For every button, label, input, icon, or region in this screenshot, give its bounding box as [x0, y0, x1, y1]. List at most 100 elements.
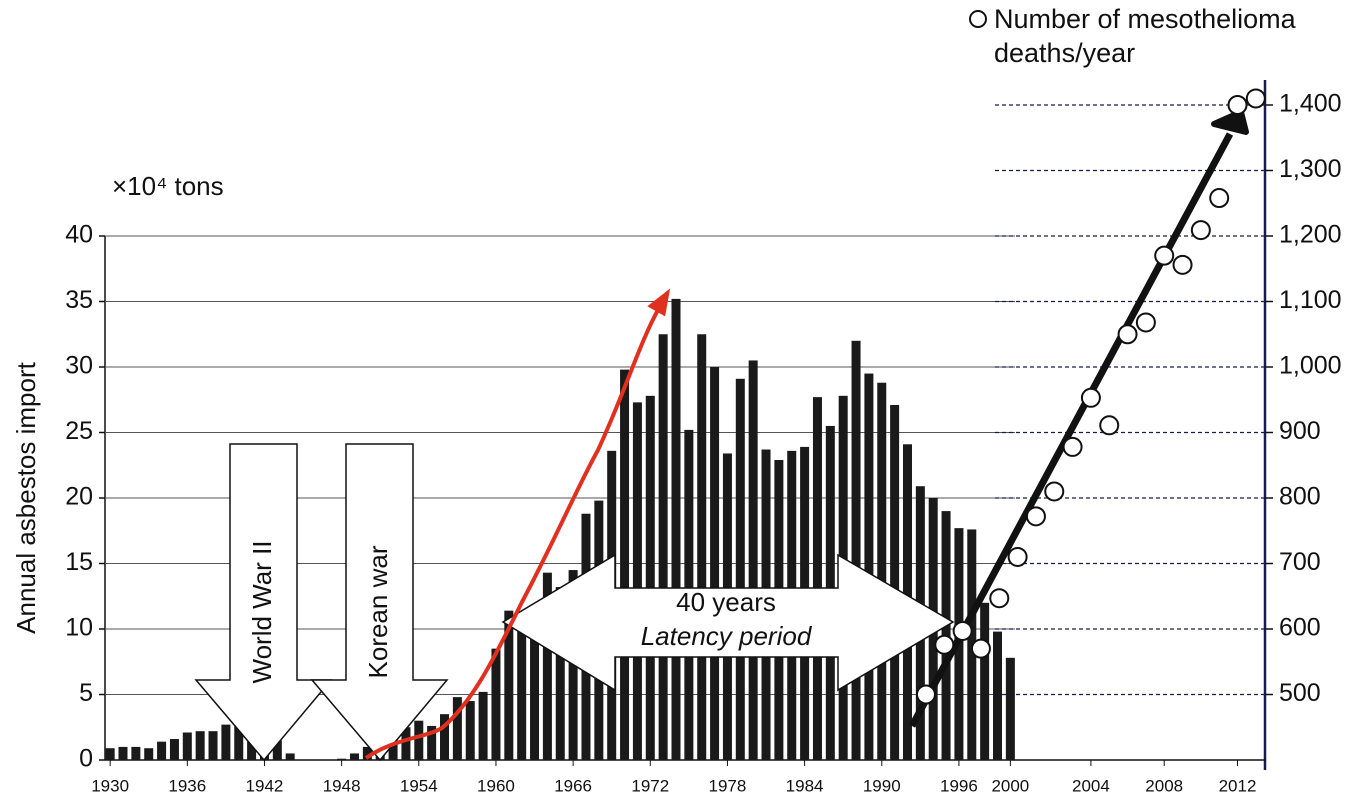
bar	[157, 741, 167, 760]
bar	[980, 602, 990, 760]
scatter-point	[1025, 506, 1046, 527]
y-tick-label: 40	[65, 221, 93, 249]
y2-tick-label: 700	[1279, 548, 1321, 576]
y2-tick-label: 600	[1279, 614, 1321, 642]
scatter-point	[1117, 324, 1138, 345]
bar	[272, 740, 282, 760]
y-tick-label: 35	[65, 286, 93, 314]
y-tick-label: 15	[65, 548, 93, 576]
y-tick-label: 25	[65, 417, 93, 445]
scatter-point	[989, 588, 1010, 609]
bar	[491, 648, 501, 760]
x-tick-label: 1996	[940, 776, 978, 795]
bar	[735, 378, 745, 760]
bar	[877, 382, 887, 760]
annotation: World War II	[247, 540, 277, 683]
bar	[349, 753, 359, 760]
scatter-point	[1099, 415, 1120, 436]
scatter-point	[1044, 481, 1065, 502]
bar	[208, 731, 218, 760]
y2-tick-label: 1,200	[1279, 221, 1342, 249]
annotation: 40 years	[676, 587, 776, 617]
bar	[427, 725, 437, 760]
x-tick-label: 1972	[631, 776, 669, 795]
bar	[337, 758, 347, 760]
bar	[542, 572, 552, 760]
black-arrow-head	[1211, 109, 1249, 135]
bar	[864, 373, 874, 760]
bar	[118, 746, 128, 760]
bar	[465, 701, 475, 760]
bar	[530, 605, 540, 760]
y-tick-label: 0	[79, 745, 93, 773]
korean-arrow	[310, 443, 449, 762]
scatter-point	[970, 638, 991, 659]
latency-arrow	[501, 553, 955, 692]
y-tick-label: 30	[65, 352, 93, 380]
scatter-point	[1245, 88, 1266, 109]
x-tick-label: 1978	[709, 776, 747, 795]
scatter-point	[1227, 95, 1248, 115]
bar	[182, 732, 192, 760]
x-tick-label: 1960	[477, 776, 515, 795]
x-tick-label: 1990	[863, 776, 901, 795]
bar	[414, 720, 424, 760]
bar	[452, 697, 462, 760]
scatter-point	[952, 620, 973, 641]
annotation: Korean war	[363, 545, 393, 678]
annotation-shapes	[194, 109, 1249, 762]
x-tick-label: 2000	[991, 776, 1029, 795]
bar	[555, 587, 565, 760]
y-tick-label: 20	[65, 483, 93, 511]
bar	[890, 404, 900, 760]
points	[915, 88, 1266, 705]
bar	[234, 706, 244, 760]
bar	[362, 746, 372, 760]
bar	[697, 334, 707, 760]
y2-tick-label: 1,300	[1279, 155, 1342, 183]
legend-marker	[969, 10, 987, 28]
scatter-point	[1209, 188, 1230, 209]
x-tick-label: 1954	[400, 776, 438, 795]
bar	[620, 369, 630, 760]
bar	[671, 298, 681, 760]
bar	[710, 367, 720, 760]
x-tick-label: 1942	[246, 776, 284, 795]
bar	[440, 714, 450, 760]
bar	[105, 748, 115, 760]
x2-tick-label: 2004	[1072, 776, 1110, 795]
y-axis-label: Annual asbestos import	[11, 361, 41, 633]
y-unit-label: ×10⁴ tons	[112, 171, 224, 201]
bar	[504, 610, 514, 760]
scatter-point	[1154, 245, 1175, 266]
bar	[632, 402, 642, 760]
y2-tick-label: 1,100	[1279, 286, 1342, 314]
x-tick-label: 1984	[786, 776, 824, 795]
scatter-point	[1080, 387, 1101, 408]
scatter-point	[1062, 436, 1083, 457]
bar	[812, 397, 822, 760]
bar	[1005, 657, 1015, 760]
annotation: Latency period	[641, 621, 813, 651]
bar	[221, 724, 231, 760]
scatter-point	[934, 634, 955, 655]
scatter-point	[1190, 220, 1211, 241]
bar	[658, 334, 668, 760]
bar	[131, 746, 141, 760]
red-arrow	[364, 309, 660, 760]
bar	[285, 753, 295, 760]
bar	[169, 739, 179, 760]
scatter-point	[1135, 312, 1156, 333]
bar	[851, 340, 861, 760]
ww2-arrow	[194, 443, 333, 762]
x-tick-label: 1966	[554, 776, 592, 795]
y2-tick-label: 1,000	[1279, 352, 1342, 380]
y-tick-label: 10	[65, 614, 93, 642]
scatter-point	[1007, 546, 1028, 567]
y2-tick-label: 1,400	[1279, 90, 1342, 118]
y2-tick-label: 500	[1279, 679, 1321, 707]
x2-tick-label: 2012	[1219, 776, 1257, 795]
bar	[645, 395, 655, 760]
